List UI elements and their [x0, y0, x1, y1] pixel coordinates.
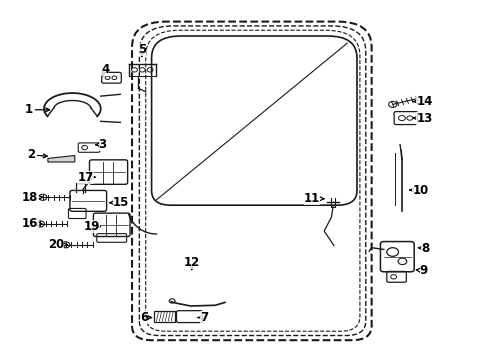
Text: 8: 8 — [417, 242, 428, 255]
Text: 3: 3 — [96, 138, 106, 151]
Text: 20: 20 — [48, 238, 67, 251]
Polygon shape — [48, 156, 75, 162]
Text: 18: 18 — [22, 191, 42, 204]
Text: 5: 5 — [138, 43, 145, 57]
Text: 10: 10 — [408, 184, 428, 197]
Text: 4: 4 — [101, 63, 109, 76]
Text: 17: 17 — [77, 171, 95, 184]
Text: 2: 2 — [27, 148, 47, 161]
Text: 13: 13 — [412, 112, 432, 125]
Text: 15: 15 — [109, 196, 129, 209]
Text: 16: 16 — [22, 217, 42, 230]
Text: 1: 1 — [24, 103, 49, 116]
Text: 9: 9 — [415, 264, 427, 277]
Text: 14: 14 — [412, 95, 432, 108]
Text: 6: 6 — [140, 311, 151, 324]
Text: 7: 7 — [197, 311, 208, 324]
Text: 12: 12 — [183, 256, 200, 270]
Text: 11: 11 — [303, 192, 323, 205]
Text: 19: 19 — [83, 220, 100, 233]
